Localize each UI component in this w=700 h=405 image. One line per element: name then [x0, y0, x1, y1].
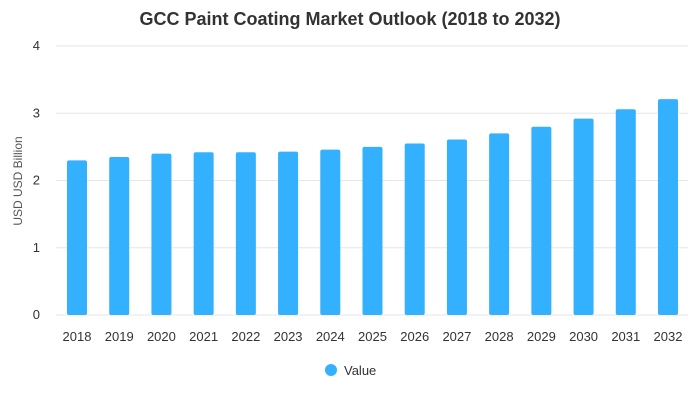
x-tick-label: 2025: [358, 329, 387, 344]
legend[interactable]: Value: [325, 363, 376, 378]
bar-2018[interactable]: [67, 160, 87, 315]
chart-title: GCC Paint Coating Market Outlook (2018 t…: [139, 9, 560, 29]
x-tick-label: 2029: [527, 329, 556, 344]
bar-2025[interactable]: [362, 146, 383, 315]
bar-2026[interactable]: [404, 143, 425, 315]
x-tick-label: 2030: [569, 329, 598, 344]
bars: [67, 99, 678, 315]
legend-swatch: [325, 364, 337, 376]
x-tick-label: 2021: [189, 329, 218, 344]
x-tick-label: 2032: [654, 329, 683, 344]
bar-2030[interactable]: [573, 118, 594, 315]
bar-2020[interactable]: [151, 153, 172, 315]
y-tick-label: 3: [33, 105, 40, 120]
bar-2028[interactable]: [489, 133, 510, 315]
bar-2029[interactable]: [531, 126, 552, 315]
legend-label: Value: [344, 363, 376, 378]
bar-2022[interactable]: [235, 152, 256, 315]
x-tick-label: 2031: [611, 329, 640, 344]
x-axis-ticks: 2018 2019 2020 2021 2022 2023 2024 2025 2026 2027…: [63, 329, 683, 344]
bar-2019[interactable]: [109, 156, 130, 315]
bar-2024[interactable]: [320, 149, 341, 315]
y-tick-label: 4: [33, 38, 40, 53]
bar-2032[interactable]: [658, 99, 678, 315]
x-tick-label: 2022: [231, 329, 260, 344]
y-axis-ticks: 0 1 2 3 4: [33, 38, 40, 322]
bar-2021[interactable]: [193, 152, 214, 315]
x-tick-label: 2020: [147, 329, 176, 344]
x-tick-label: 2026: [400, 329, 429, 344]
y-tick-label: 2: [33, 173, 40, 188]
x-tick-label: 2028: [485, 329, 514, 344]
y-tick-label: 1: [33, 240, 40, 255]
bar-2023[interactable]: [278, 151, 299, 315]
y-axis-title: USD USD Billion: [11, 136, 25, 225]
x-tick-label: 2018: [63, 329, 92, 344]
bar-2031[interactable]: [615, 109, 636, 315]
x-tick-label: 2023: [274, 329, 303, 344]
bar-2027[interactable]: [446, 139, 467, 315]
y-tick-label: 0: [33, 307, 40, 322]
x-tick-label: 2019: [105, 329, 134, 344]
x-tick-label: 2024: [316, 329, 345, 344]
x-tick-label: 2027: [442, 329, 471, 344]
